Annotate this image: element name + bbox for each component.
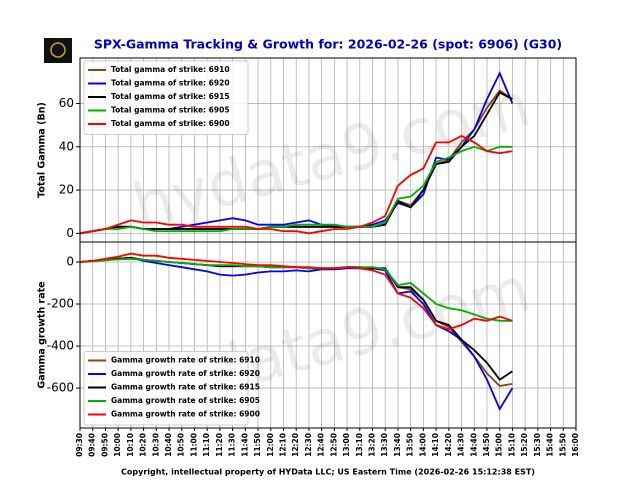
x-tick-label: 15:20 [520,433,529,457]
legend-label: Total gamma of strike: 6910 [111,65,230,74]
y-tick-label: -200 [47,297,74,311]
x-tick-label: 10:00 [113,433,122,457]
x-tick-label: 15:40 [546,433,555,457]
y-tick-label: -600 [47,381,74,395]
x-tick-label: 12:30 [304,433,313,457]
legend-label: Total gamma of strike: 6905 [111,106,230,115]
x-tick-label: 14:40 [469,433,478,457]
x-tick-label: 14:50 [482,433,491,457]
x-tick-label: 12:10 [278,433,287,457]
x-tick-label: 09:40 [88,433,97,457]
x-tick-label: 11:30 [228,433,237,457]
line-series [80,145,513,235]
series-group [80,71,514,235]
x-tick-label: 15:10 [507,433,516,457]
x-tick-label: 10:40 [164,433,173,457]
y-axis-label: Total Gamma (Bn) [37,102,48,198]
legend-label: Total gamma of strike: 6920 [111,79,230,88]
legend-box [83,351,249,426]
x-tick-label: 10:20 [139,433,148,457]
x-tick-label: 11:00 [189,433,198,457]
x-tick-label: 14:30 [457,433,466,457]
legend-box [83,60,249,135]
legend-label: Gamma growth rate of strike: 6900 [111,410,260,419]
legend-label: Gamma growth rate of strike: 6915 [111,383,260,392]
x-tick-label: 10:30 [151,433,160,457]
line-series [80,134,513,235]
x-tick-label: 14:10 [431,433,440,457]
x-tick-label: 12:20 [291,433,300,457]
plot-frame [79,241,577,429]
legend-label: Total gamma of strike: 6915 [111,92,230,101]
title: SPX-Gamma Tracking & Growth for: 2026-02… [94,37,562,52]
y-tick-label: 60 [59,96,74,110]
footer: Copyright, intellectual property of HYDa… [121,468,535,477]
y-tick-label: 0 [66,226,74,240]
legend-label: Gamma growth rate of strike: 6910 [111,356,260,365]
x-tick-label: 13:30 [380,433,389,457]
y-axis-label: Gamma growth rate [37,281,48,388]
line-series [80,252,513,331]
x-tick-label: 11:10 [202,433,211,457]
x-tick-label: 12:40 [317,433,326,457]
x-tick-label: 11:20 [215,433,224,457]
y-tick-label: 20 [59,183,74,197]
legend-label: Gamma growth rate of strike: 6905 [111,396,260,405]
y-tick-label: -400 [47,339,74,353]
logo [44,38,72,63]
legend-label: Total gamma of strike: 6900 [111,119,230,128]
x-tick-label: 13:20 [368,433,377,457]
x-tick-label: 14:20 [444,433,453,457]
series-group [80,252,514,412]
x-tick-label: 13:00 [342,433,351,457]
y-tick-label: 40 [59,139,74,153]
line-series [80,91,513,235]
x-tick-label: 11:40 [240,433,249,457]
x-tick-label: 12:00 [266,433,275,457]
x-tick-label: 16:00 [571,433,580,457]
x-tick-label: 15:30 [533,433,542,457]
x-tick-label: 10:10 [126,433,135,457]
x-tick-label: 13:40 [393,433,402,457]
x-tick-label: 13:10 [355,433,364,457]
x-tick-label: 15:50 [558,433,567,457]
x-tick-label: 13:50 [406,433,415,457]
x-tick-label: 14:00 [418,433,427,457]
x-tick-label: 12:50 [329,433,338,457]
x-tick-label: 11:50 [253,433,262,457]
x-tick-label: 09:30 [75,433,84,457]
x-tick-label: 09:50 [100,433,109,457]
x-tick-label: 15:00 [495,433,504,457]
logo-mark [50,42,66,58]
y-tick-label: 0 [66,254,74,268]
x-tick-label: 10:50 [177,433,186,457]
legend-label: Gamma growth rate of strike: 6920 [111,369,260,378]
